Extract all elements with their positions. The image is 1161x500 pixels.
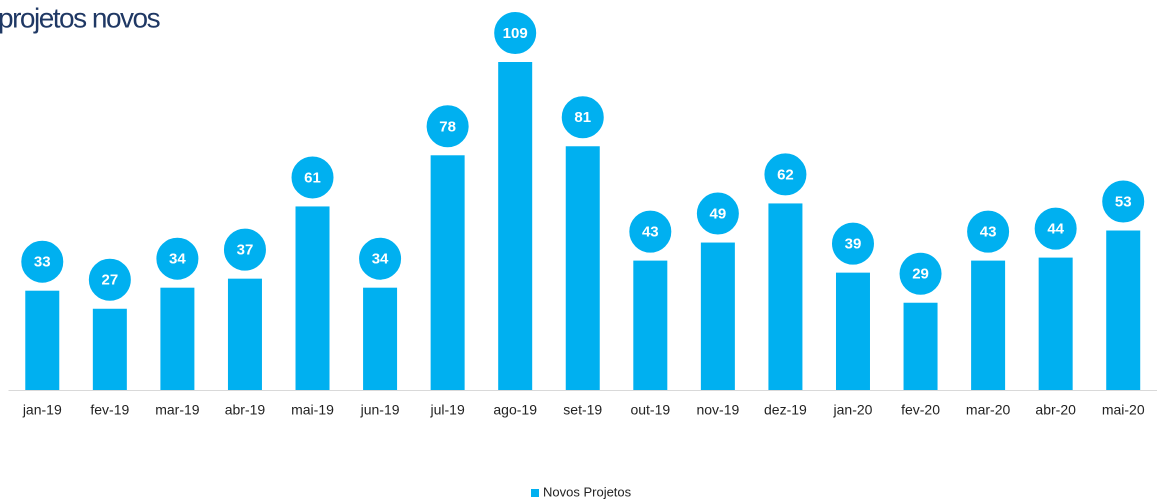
data-label: 34 bbox=[372, 251, 389, 268]
x-tick-label: nov-19 bbox=[696, 402, 739, 418]
x-tick-label: set-19 bbox=[563, 402, 602, 418]
x-tick-label: mar-19 bbox=[155, 402, 200, 418]
bar bbox=[700, 242, 735, 390]
bar bbox=[835, 272, 870, 390]
data-label: 43 bbox=[642, 224, 659, 241]
bar bbox=[633, 260, 668, 390]
x-tick-label: abr-20 bbox=[1035, 402, 1076, 418]
x-tick-label: out-19 bbox=[630, 402, 670, 418]
data-label-bubble bbox=[627, 208, 674, 255]
data-label: 29 bbox=[912, 266, 929, 283]
data-label-bubble bbox=[19, 238, 66, 285]
bar bbox=[160, 287, 195, 390]
x-tick-label: ago-19 bbox=[493, 402, 537, 418]
x-tick-label: fev-19 bbox=[90, 402, 129, 418]
x-tick-label: mar-20 bbox=[966, 402, 1011, 418]
data-label: 53 bbox=[1115, 193, 1132, 210]
chart-title: projetos novos bbox=[0, 2, 160, 33]
bar bbox=[25, 290, 60, 390]
data-label: 78 bbox=[439, 118, 456, 135]
data-label-bubble bbox=[1032, 205, 1079, 252]
data-label-bubble bbox=[86, 256, 133, 303]
data-label-bubble bbox=[694, 190, 741, 237]
data-label-bubble bbox=[221, 226, 268, 273]
data-label: 81 bbox=[574, 109, 591, 126]
x-tick-label: jul-19 bbox=[430, 402, 465, 418]
data-label: 27 bbox=[101, 272, 118, 289]
data-label-bubble bbox=[1100, 178, 1147, 225]
x-tick-label: fev-20 bbox=[901, 402, 940, 418]
x-tick-label: dez-19 bbox=[764, 402, 807, 418]
bar bbox=[498, 62, 533, 390]
data-label-bubble bbox=[424, 103, 471, 150]
data-label: 34 bbox=[169, 251, 186, 268]
data-label-bubble bbox=[762, 151, 809, 198]
x-tick-label: abr-19 bbox=[225, 402, 266, 418]
bar bbox=[565, 146, 600, 390]
data-label: 43 bbox=[980, 224, 997, 241]
legend-swatch bbox=[531, 489, 539, 497]
data-label-bubble bbox=[357, 235, 404, 282]
data-label-bubble bbox=[289, 154, 336, 201]
data-label-bubble bbox=[897, 250, 944, 297]
bar bbox=[227, 278, 262, 390]
bar bbox=[971, 260, 1006, 390]
bar bbox=[363, 287, 398, 390]
bar bbox=[92, 308, 127, 390]
data-label-bubble bbox=[559, 94, 606, 141]
data-label-bubble bbox=[965, 208, 1012, 255]
legend-label: Novos Projetos bbox=[543, 484, 632, 499]
bar bbox=[1038, 257, 1073, 390]
data-label-bubble bbox=[154, 235, 201, 282]
bar bbox=[768, 203, 803, 390]
data-label-bubble bbox=[492, 10, 539, 56]
x-tick-label: jun-19 bbox=[360, 402, 400, 418]
bar bbox=[1106, 230, 1141, 390]
bar bbox=[903, 302, 938, 390]
x-tick-label: jan-20 bbox=[833, 402, 873, 418]
data-label-bubble bbox=[829, 220, 876, 267]
data-label: 109 bbox=[503, 25, 528, 42]
data-label: 37 bbox=[237, 242, 254, 259]
bar bbox=[430, 155, 465, 390]
data-label: 44 bbox=[1047, 221, 1064, 238]
data-label: 61 bbox=[304, 169, 321, 186]
data-label: 62 bbox=[777, 166, 794, 183]
data-label: 33 bbox=[34, 254, 51, 271]
data-label: 49 bbox=[710, 206, 727, 223]
x-tick-label: mai-20 bbox=[1102, 402, 1145, 418]
x-tick-label: jan-19 bbox=[22, 402, 62, 418]
data-label: 39 bbox=[845, 236, 862, 253]
x-tick-label: mai-19 bbox=[291, 402, 334, 418]
bar bbox=[295, 206, 330, 390]
